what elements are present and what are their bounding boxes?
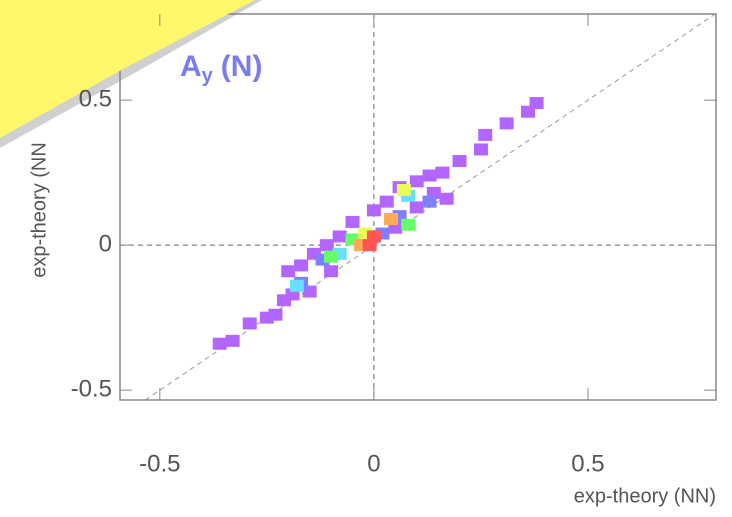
hist-cell	[435, 166, 450, 179]
plot-area	[120, 13, 716, 401]
sticky-note	[0, 0, 255, 138]
hist-cell	[384, 213, 399, 226]
hist-cell	[315, 253, 330, 266]
hist-cell	[366, 204, 381, 217]
title-rest: (N)	[221, 50, 263, 83]
x-axis-label: exp-theory (NN)	[574, 485, 716, 507]
hist-cell	[289, 279, 304, 292]
y-tick-label: -0.5	[71, 375, 112, 402]
hist-cell	[212, 337, 227, 350]
hist-cell	[499, 117, 514, 130]
hist-cell	[345, 215, 360, 228]
hist-cell	[319, 239, 334, 252]
hist-cell	[478, 128, 493, 141]
plot-frame	[119, 13, 717, 401]
hist-cell	[362, 239, 377, 252]
x-tick-label: -0.5	[139, 450, 180, 477]
hist-cell	[452, 155, 467, 168]
hist-cell	[439, 192, 454, 205]
hist-cell	[409, 175, 424, 188]
y-tick-label: 0	[99, 230, 112, 257]
hist-cell	[401, 218, 416, 231]
x-tick-label: 0	[367, 450, 380, 477]
hist-cell	[324, 265, 339, 278]
hist-cell	[281, 265, 296, 278]
hist-cell	[409, 201, 424, 214]
hist-cell	[332, 230, 347, 243]
hist-cell	[529, 97, 544, 110]
y-tick-label: 0.5	[79, 85, 112, 112]
title-main: A	[180, 50, 202, 83]
y-axis-label: exp-theory (NN	[28, 142, 50, 278]
hist-cell	[294, 259, 309, 272]
x-tick-label: 0.5	[571, 450, 604, 477]
hist-cell	[225, 334, 240, 347]
hist-cell	[422, 169, 437, 182]
title-sub: y	[202, 65, 214, 87]
hist-cell	[422, 195, 437, 208]
hist-cell	[396, 184, 411, 197]
hist-cell	[324, 250, 339, 263]
hist-cell	[242, 317, 257, 330]
hist-cell	[473, 143, 488, 156]
hist-cell	[379, 195, 394, 208]
chart-title: Ay (N)	[180, 50, 262, 87]
hist-cell	[268, 308, 283, 321]
